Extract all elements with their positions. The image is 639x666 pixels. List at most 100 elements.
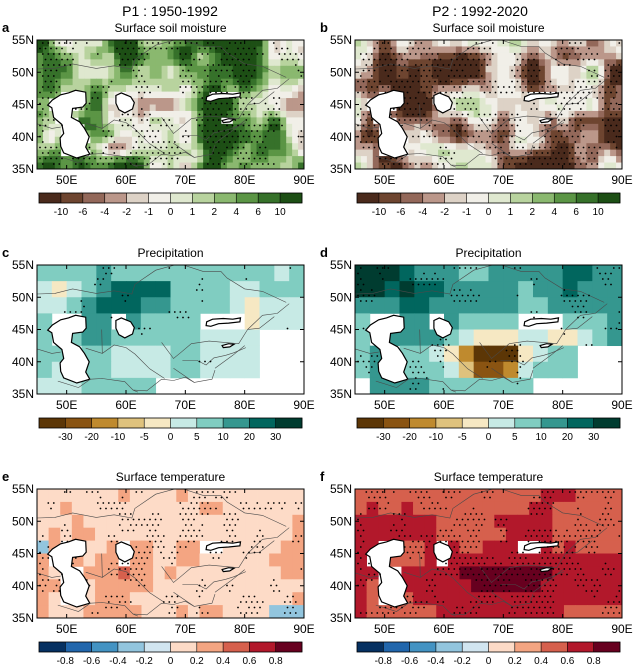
heatmap-cell xyxy=(153,579,166,593)
stipple-dot xyxy=(549,80,552,83)
stipple-dot xyxy=(533,573,535,576)
heatmap-cell xyxy=(497,40,504,47)
heatmap-cell xyxy=(610,91,617,99)
stipple-dot xyxy=(39,102,41,105)
stipple-dot xyxy=(373,146,376,149)
heatmap-cell xyxy=(90,123,97,131)
heatmap-cell xyxy=(592,130,599,138)
stipple-dot xyxy=(555,562,557,565)
heatmap-cell xyxy=(179,72,186,80)
heatmap-cell xyxy=(444,72,451,80)
colorbar-a: -10 -6 -4 -2 -1 0 1 2 4 6 10 xyxy=(38,192,303,218)
heatmap-cell xyxy=(420,117,427,125)
stipple-dot xyxy=(533,316,535,319)
heatmap-cell xyxy=(220,85,228,92)
heatmap-cell xyxy=(37,156,44,163)
stipple-dot xyxy=(66,540,69,543)
colorbar-b: -10 -6 -4 -2 -1 0 1 2 4 6 10 xyxy=(356,192,621,218)
heatmap-cell xyxy=(482,553,495,567)
colorbar-swatch xyxy=(576,193,599,203)
stipple-dot xyxy=(582,496,585,499)
heatmap-cell xyxy=(83,605,96,618)
stipple-dot xyxy=(530,513,533,515)
heatmap-cell xyxy=(461,123,469,131)
heatmap-cell xyxy=(420,85,427,92)
stipple-dot xyxy=(379,606,381,609)
heatmap-cell xyxy=(479,136,486,144)
heatmap-cell xyxy=(244,361,260,379)
heatmap-cell xyxy=(610,143,617,151)
stipple-dot xyxy=(47,546,50,548)
heatmap-cell xyxy=(616,162,622,169)
stipple-dot xyxy=(179,42,182,44)
stipple-dot xyxy=(217,86,220,88)
stipple-dot xyxy=(201,300,204,302)
heatmap-cell xyxy=(521,91,528,99)
stipple-dot xyxy=(456,58,458,61)
stipple-dot xyxy=(47,119,50,121)
stipple-dot xyxy=(557,86,560,88)
stipple-dot xyxy=(450,58,453,61)
stipple-dot xyxy=(577,135,579,138)
heatmap-cell xyxy=(51,265,68,282)
stipple-dot xyxy=(256,601,259,603)
heatmap-cell xyxy=(185,85,192,92)
heatmap-cell xyxy=(173,110,180,118)
stipple-dot xyxy=(461,113,464,116)
stipple-dot xyxy=(577,47,579,50)
stipple-dot xyxy=(168,612,171,614)
colorbar-frame xyxy=(356,192,621,204)
stipple-dot xyxy=(234,491,237,493)
stipple-dot xyxy=(610,507,612,510)
heatmap-cell xyxy=(568,91,575,99)
heatmap-cell xyxy=(211,514,224,529)
colorbar-label: -2 xyxy=(440,207,449,218)
heatmap-cell xyxy=(360,149,368,157)
heatmap-cell xyxy=(245,489,258,503)
stipple-dot xyxy=(209,113,212,116)
heatmap-cell xyxy=(131,117,139,125)
stipple-dot xyxy=(596,546,599,548)
stipple-dot xyxy=(242,102,245,105)
stipple-dot xyxy=(187,540,190,543)
stipple-dot xyxy=(384,91,387,94)
stipple-dot xyxy=(39,573,41,576)
stipple-dot xyxy=(300,568,303,570)
heatmap-cell xyxy=(72,110,79,118)
stipple-dot xyxy=(414,97,417,99)
heatmap-cell xyxy=(432,40,439,47)
heatmap-cell xyxy=(360,72,368,80)
heatmap-cell xyxy=(153,605,166,618)
stipple-dot xyxy=(157,130,160,132)
heatmap-cell xyxy=(149,91,157,99)
heatmap-cell xyxy=(521,59,528,67)
heatmap-cell xyxy=(521,40,528,47)
stipple-dot xyxy=(417,69,420,72)
heatmap-cell xyxy=(384,85,391,92)
heatmap-cell xyxy=(203,52,210,60)
stipple-dot xyxy=(176,551,179,554)
x-tick-label: 70E xyxy=(175,622,196,636)
colorbar-label: -30 xyxy=(376,432,391,443)
heatmap-cell xyxy=(137,85,145,92)
colorbar-swatch xyxy=(357,193,380,203)
stipple-dot xyxy=(420,163,423,165)
heatmap-cell xyxy=(234,514,247,529)
heatmap-cell xyxy=(280,85,287,92)
heatmap-cell xyxy=(503,91,510,99)
heatmap-cell xyxy=(114,149,121,157)
stipple-dot xyxy=(365,130,368,132)
colorbar-swatch xyxy=(223,642,250,652)
heatmap-cell xyxy=(604,117,611,125)
heatmap-cell xyxy=(447,501,460,516)
stipple-dot xyxy=(601,513,604,515)
heatmap-cell xyxy=(562,297,578,314)
stipple-dot xyxy=(577,518,579,521)
heatmap-cell xyxy=(473,91,480,99)
stipple-dot xyxy=(456,91,458,94)
heatmap-cell xyxy=(126,78,133,86)
stipple-dot xyxy=(381,64,384,66)
y-tick-label: 35N xyxy=(330,162,352,176)
heatmap-cell xyxy=(226,46,234,54)
stipple-dot xyxy=(461,69,464,72)
